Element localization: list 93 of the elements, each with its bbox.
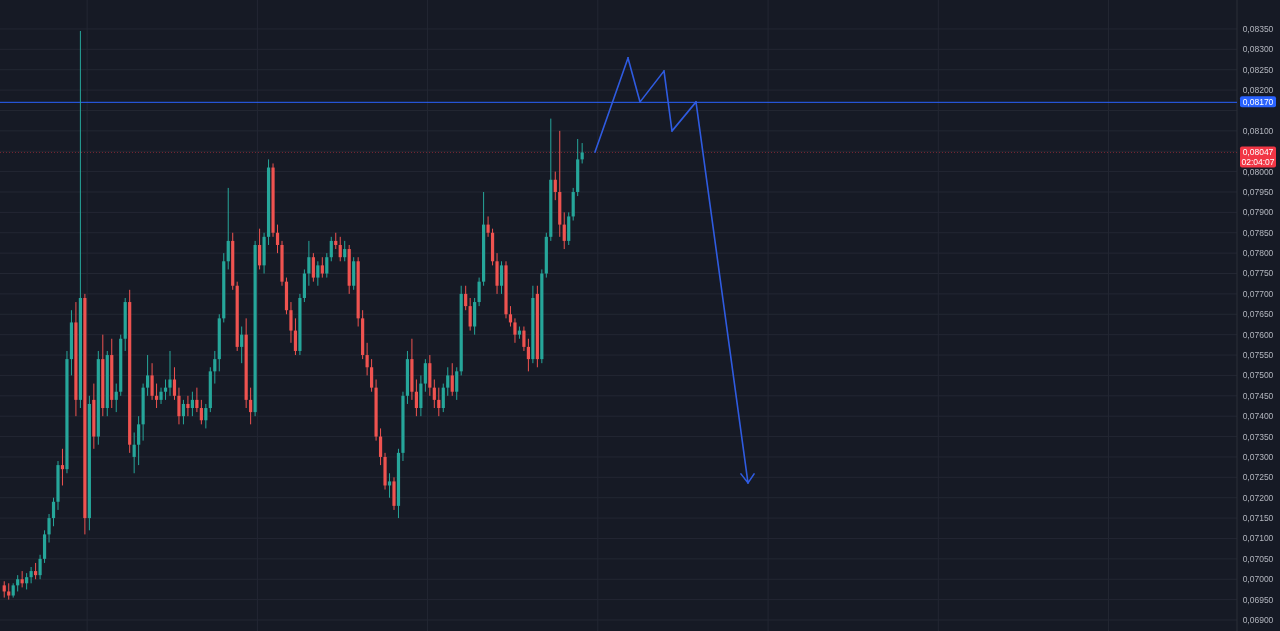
y-tick-label: 0,07600 xyxy=(1242,329,1274,340)
y-tick-label: 0,07700 xyxy=(1242,288,1274,299)
candlestick xyxy=(325,252,329,279)
candlestick xyxy=(150,362,154,401)
candlestick xyxy=(513,317,517,344)
y-tick-label: 0,07250 xyxy=(1242,472,1274,483)
candlestick xyxy=(329,236,333,262)
candlestick xyxy=(441,383,445,413)
candlestick xyxy=(316,260,320,287)
candlestick xyxy=(60,448,65,486)
candlestick xyxy=(562,211,566,250)
candlestick xyxy=(378,427,383,466)
candlestick xyxy=(51,497,56,527)
candlestick xyxy=(437,387,441,417)
y-tick-label: 0,07350 xyxy=(1242,431,1274,442)
candlestick xyxy=(311,252,315,283)
y-tick-label: 0,06900 xyxy=(1242,614,1274,625)
candlestick xyxy=(146,354,150,397)
candlestick xyxy=(181,399,186,425)
y-tick-label: 0,07200 xyxy=(1242,492,1274,503)
candlestick xyxy=(468,297,472,332)
candlestick xyxy=(320,256,324,279)
candlestick xyxy=(186,395,190,417)
candlestick xyxy=(432,379,436,409)
candlestick xyxy=(580,142,584,164)
candlestick xyxy=(195,387,199,413)
y-tick-label: 0,07950 xyxy=(1242,186,1274,197)
candlestick xyxy=(553,171,557,201)
y-tick-label: 0,08100 xyxy=(1242,125,1274,136)
y-tick-label: 0,08300 xyxy=(1242,44,1274,55)
candlestick xyxy=(240,326,244,364)
candlestick xyxy=(477,277,481,307)
candlestick xyxy=(190,391,194,417)
y-tick-label: 0,07100 xyxy=(1242,533,1274,544)
candlestick xyxy=(464,285,468,311)
candlestick xyxy=(307,240,311,287)
candlestick xyxy=(177,387,181,425)
candlestick xyxy=(154,383,159,409)
candlestick xyxy=(343,240,347,262)
candlestick xyxy=(526,338,530,372)
y-tick-label: 0,07550 xyxy=(1242,350,1274,361)
candlestick xyxy=(289,301,293,344)
y-tick-label: 0,08250 xyxy=(1242,64,1274,75)
y-tick-label: 0,07900 xyxy=(1242,207,1274,218)
candlestick xyxy=(338,236,342,262)
candlestick xyxy=(159,387,163,405)
ref-line-label: 0,08170 xyxy=(1242,97,1274,108)
candlestick xyxy=(370,358,374,393)
candlestick xyxy=(204,403,208,429)
candlestick xyxy=(213,350,217,385)
candlestick xyxy=(137,415,141,466)
candlestick xyxy=(249,387,253,425)
candlestick xyxy=(446,366,450,397)
y-tick-label: 0,07000 xyxy=(1242,574,1274,585)
candlestick xyxy=(38,554,42,580)
candlestick xyxy=(163,379,168,401)
y-tick-label: 0,08000 xyxy=(1242,166,1274,177)
y-tick-label: 0,08200 xyxy=(1242,85,1274,96)
y-tick-label: 0,07400 xyxy=(1242,411,1274,422)
text: 02:04:07 xyxy=(1241,157,1275,168)
candlestick xyxy=(423,358,427,393)
y-tick-label: 0,07450 xyxy=(1242,390,1274,401)
candlestick xyxy=(522,326,526,352)
candlestick xyxy=(275,224,280,254)
candlestick xyxy=(172,366,177,401)
y-tick-label: 0,06950 xyxy=(1242,594,1274,605)
y-tick-label: 0,07300 xyxy=(1242,451,1274,462)
candlestick xyxy=(29,566,33,584)
candlestick xyxy=(258,228,262,270)
candlestick xyxy=(199,399,203,425)
candlestick xyxy=(226,187,230,270)
candlestick xyxy=(168,350,172,397)
candlestick xyxy=(414,379,418,417)
y-tick-label: 0,07150 xyxy=(1242,513,1274,524)
y-tick-label: 0,07750 xyxy=(1242,268,1274,279)
candlestick xyxy=(508,305,513,328)
candlestick xyxy=(114,383,118,413)
candlestick xyxy=(450,362,454,397)
candlestick xyxy=(132,431,136,474)
candlestick xyxy=(486,215,490,238)
y-tick-label: 0,07800 xyxy=(1242,248,1274,259)
ref-line-label: 0,08047 xyxy=(1242,147,1274,158)
candlestick xyxy=(293,317,298,356)
y-tick-label: 0,08350 xyxy=(1242,23,1274,34)
candlestick xyxy=(499,260,504,295)
candlestick xyxy=(47,513,51,544)
candlestick xyxy=(455,366,459,401)
y-tick-label: 0,07850 xyxy=(1242,227,1274,238)
y-tick-label: 0,07050 xyxy=(1242,553,1274,564)
y-tick-label: 0,07650 xyxy=(1242,309,1274,320)
y-tick-label: 0,07500 xyxy=(1242,370,1274,381)
candlestick xyxy=(365,342,369,376)
candlestick xyxy=(387,472,392,499)
